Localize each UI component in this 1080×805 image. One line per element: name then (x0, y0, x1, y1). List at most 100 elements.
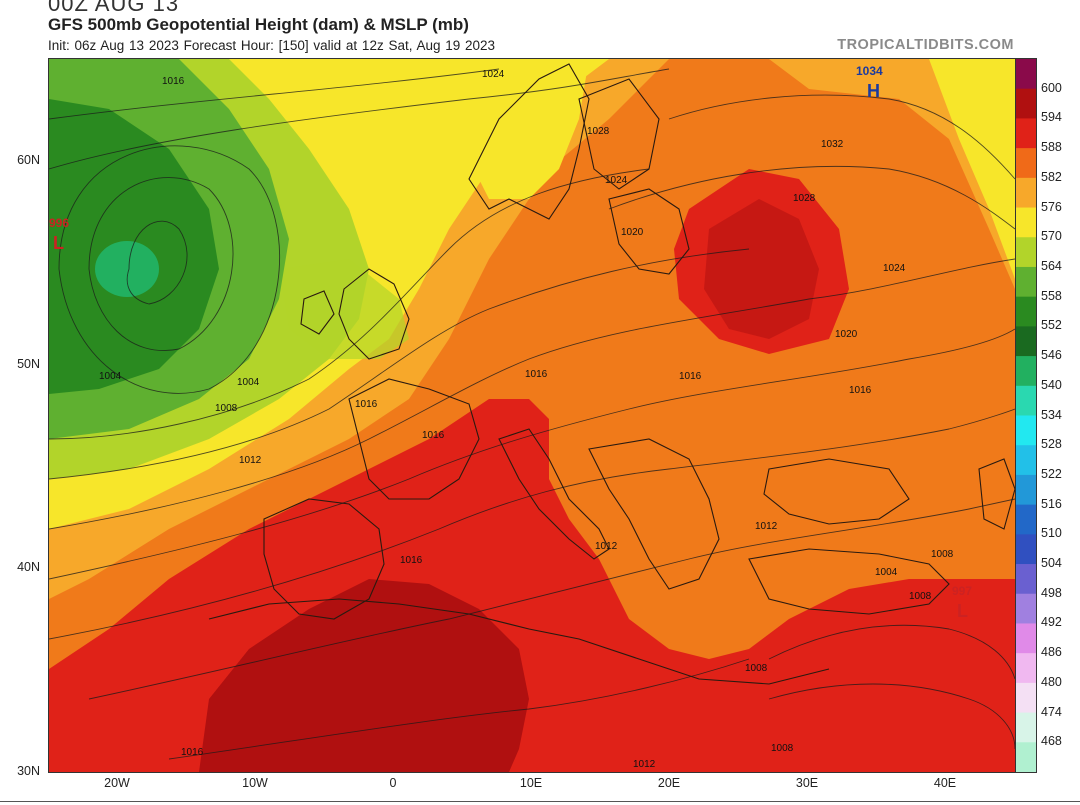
colorbar-label: 552 (1041, 318, 1062, 333)
height-576-fill (49, 59, 1015, 289)
colorbar-label: 486 (1041, 645, 1062, 660)
lat-label-30n: 30N (17, 764, 40, 778)
lon-label-10e: 10E (519, 776, 543, 790)
lon-label-40e: 40E (933, 776, 957, 790)
colorbar-swatch (1016, 207, 1036, 238)
colorbar-swatch (1016, 326, 1036, 357)
lat-label-40n: 40N (17, 560, 40, 574)
isobar-label: 1012 (755, 521, 778, 532)
colorbar-label: 504 (1041, 556, 1062, 571)
height-594-fill-east (704, 199, 819, 339)
lon-label-30e: 30E (795, 776, 819, 790)
colorbar-label: 480 (1041, 674, 1062, 689)
isobar-label: 1016 (181, 747, 204, 758)
isobar-label: 1008 (771, 743, 794, 754)
colorbar-swatch (1016, 415, 1036, 446)
isobar-label: 1024 (482, 69, 505, 80)
colorbar-label: 588 (1041, 140, 1062, 155)
high-1034-marker: H (867, 81, 880, 101)
isobar-label: 1024 (605, 175, 628, 186)
isobar-label-group: 1016 1024 1028 1032 1024 1020 1028 1024 … (99, 69, 954, 770)
colorbar-label: 594 (1041, 110, 1062, 125)
map-title: GFS 500mb Geopotential Height (dam) & MS… (48, 15, 469, 34)
isobar-label: 1016 (422, 430, 445, 441)
map-svg: 1016 1024 1028 1032 1024 1020 1028 1024 … (49, 59, 1015, 772)
colorbar-swatch (1016, 385, 1036, 416)
isobar-label: 1004 (237, 377, 260, 388)
colorbar-swatch (1016, 474, 1036, 506)
pressure-systems: 996 L 1034 H 997 L (49, 64, 972, 621)
bottom-divider (0, 801, 1080, 802)
colorbar-label: 558 (1041, 288, 1062, 303)
low-996-value: 996 (49, 216, 69, 230)
lon-label-20e: 20E (657, 776, 681, 790)
colorbar-label: 498 (1041, 585, 1062, 600)
colorbar-swatches (1016, 59, 1036, 773)
coastlines (208, 63, 1015, 685)
colorbar-label: 468 (1041, 734, 1062, 749)
isobar-label: 1012 (239, 455, 262, 466)
colorbar-swatch (1016, 504, 1036, 535)
isobar-label: 1016 (162, 76, 185, 87)
colorbar-label: 492 (1041, 615, 1062, 630)
colorbar-swatch (1016, 356, 1036, 387)
isobar-label: 1028 (587, 126, 610, 137)
isobar-label: 1016 (525, 369, 548, 380)
lat-label-50n: 50N (17, 357, 40, 371)
isobar-label: 1020 (835, 329, 858, 340)
colorbar-swatch (1016, 653, 1036, 684)
colorbar-label: 534 (1041, 407, 1062, 422)
isobar-label: 1020 (621, 227, 644, 238)
colorbar-swatch (1016, 593, 1036, 624)
isobar-label: 1032 (821, 139, 844, 150)
colorbar-label: 570 (1041, 229, 1062, 244)
colorbar-swatch (1016, 88, 1036, 119)
isobar-label: 1024 (883, 263, 906, 274)
colorbar-swatch (1016, 564, 1036, 595)
isobar-label: 1008 (909, 591, 932, 602)
height-570-fill-scandinavia (459, 59, 589, 199)
map-subtitle: Init: 06z Aug 13 2023 Forecast Hour: [15… (48, 38, 496, 53)
colorbar-label: 546 (1041, 348, 1062, 363)
isobar-label: 1004 (99, 371, 122, 382)
colorbar-swatch (1016, 59, 1036, 90)
colorbar-label: 540 (1041, 377, 1062, 392)
colorbar (1015, 58, 1037, 773)
colorbar-label: 600 (1041, 80, 1062, 95)
isobar-lines (49, 68, 1015, 760)
colorbar-swatch (1016, 623, 1036, 654)
low-996-marker: L (53, 233, 64, 253)
colorbar-swatch (1016, 682, 1036, 714)
colorbar-label: 510 (1041, 526, 1062, 541)
colorbar-swatch (1016, 177, 1036, 209)
colorbar-label: 522 (1041, 466, 1062, 481)
isobar-label: 1016 (355, 399, 378, 410)
colorbar-swatch (1016, 118, 1036, 149)
isobar-label: 1012 (595, 541, 618, 552)
isobar-label: 1016 (679, 371, 702, 382)
isobar-label: 1016 (849, 385, 872, 396)
colorbar-swatch (1016, 712, 1036, 743)
colorbar-swatch (1016, 296, 1036, 327)
colorbar-swatch (1016, 534, 1036, 565)
isobar-label: 1012 (633, 759, 656, 770)
isobar-label: 1028 (793, 193, 816, 204)
colorbar-label: 582 (1041, 169, 1062, 184)
isobar-label: 1008 (931, 549, 954, 560)
colorbar-swatch (1016, 148, 1036, 179)
colorbar-swatch (1016, 445, 1036, 476)
lat-label-60n: 60N (17, 153, 40, 167)
isobar-label: 1008 (215, 403, 238, 414)
height-564-fill-uk (279, 259, 409, 359)
lon-label-0: 0 (389, 776, 397, 790)
height-570-fill-ne (929, 59, 1015, 279)
colorbar-label: 516 (1041, 496, 1062, 511)
isobar-label: 1004 (875, 567, 898, 578)
colorbar-label: 528 (1041, 437, 1062, 452)
colorbar-swatch (1016, 266, 1036, 298)
brand-watermark: TROPICALTIDBITS.COM (837, 37, 1014, 53)
run-label: 00Z AUG 13 (48, 0, 180, 16)
low-997-marker: L (957, 601, 968, 621)
colorbar-label: 564 (1041, 258, 1062, 273)
isobar-label: 1008 (745, 663, 768, 674)
